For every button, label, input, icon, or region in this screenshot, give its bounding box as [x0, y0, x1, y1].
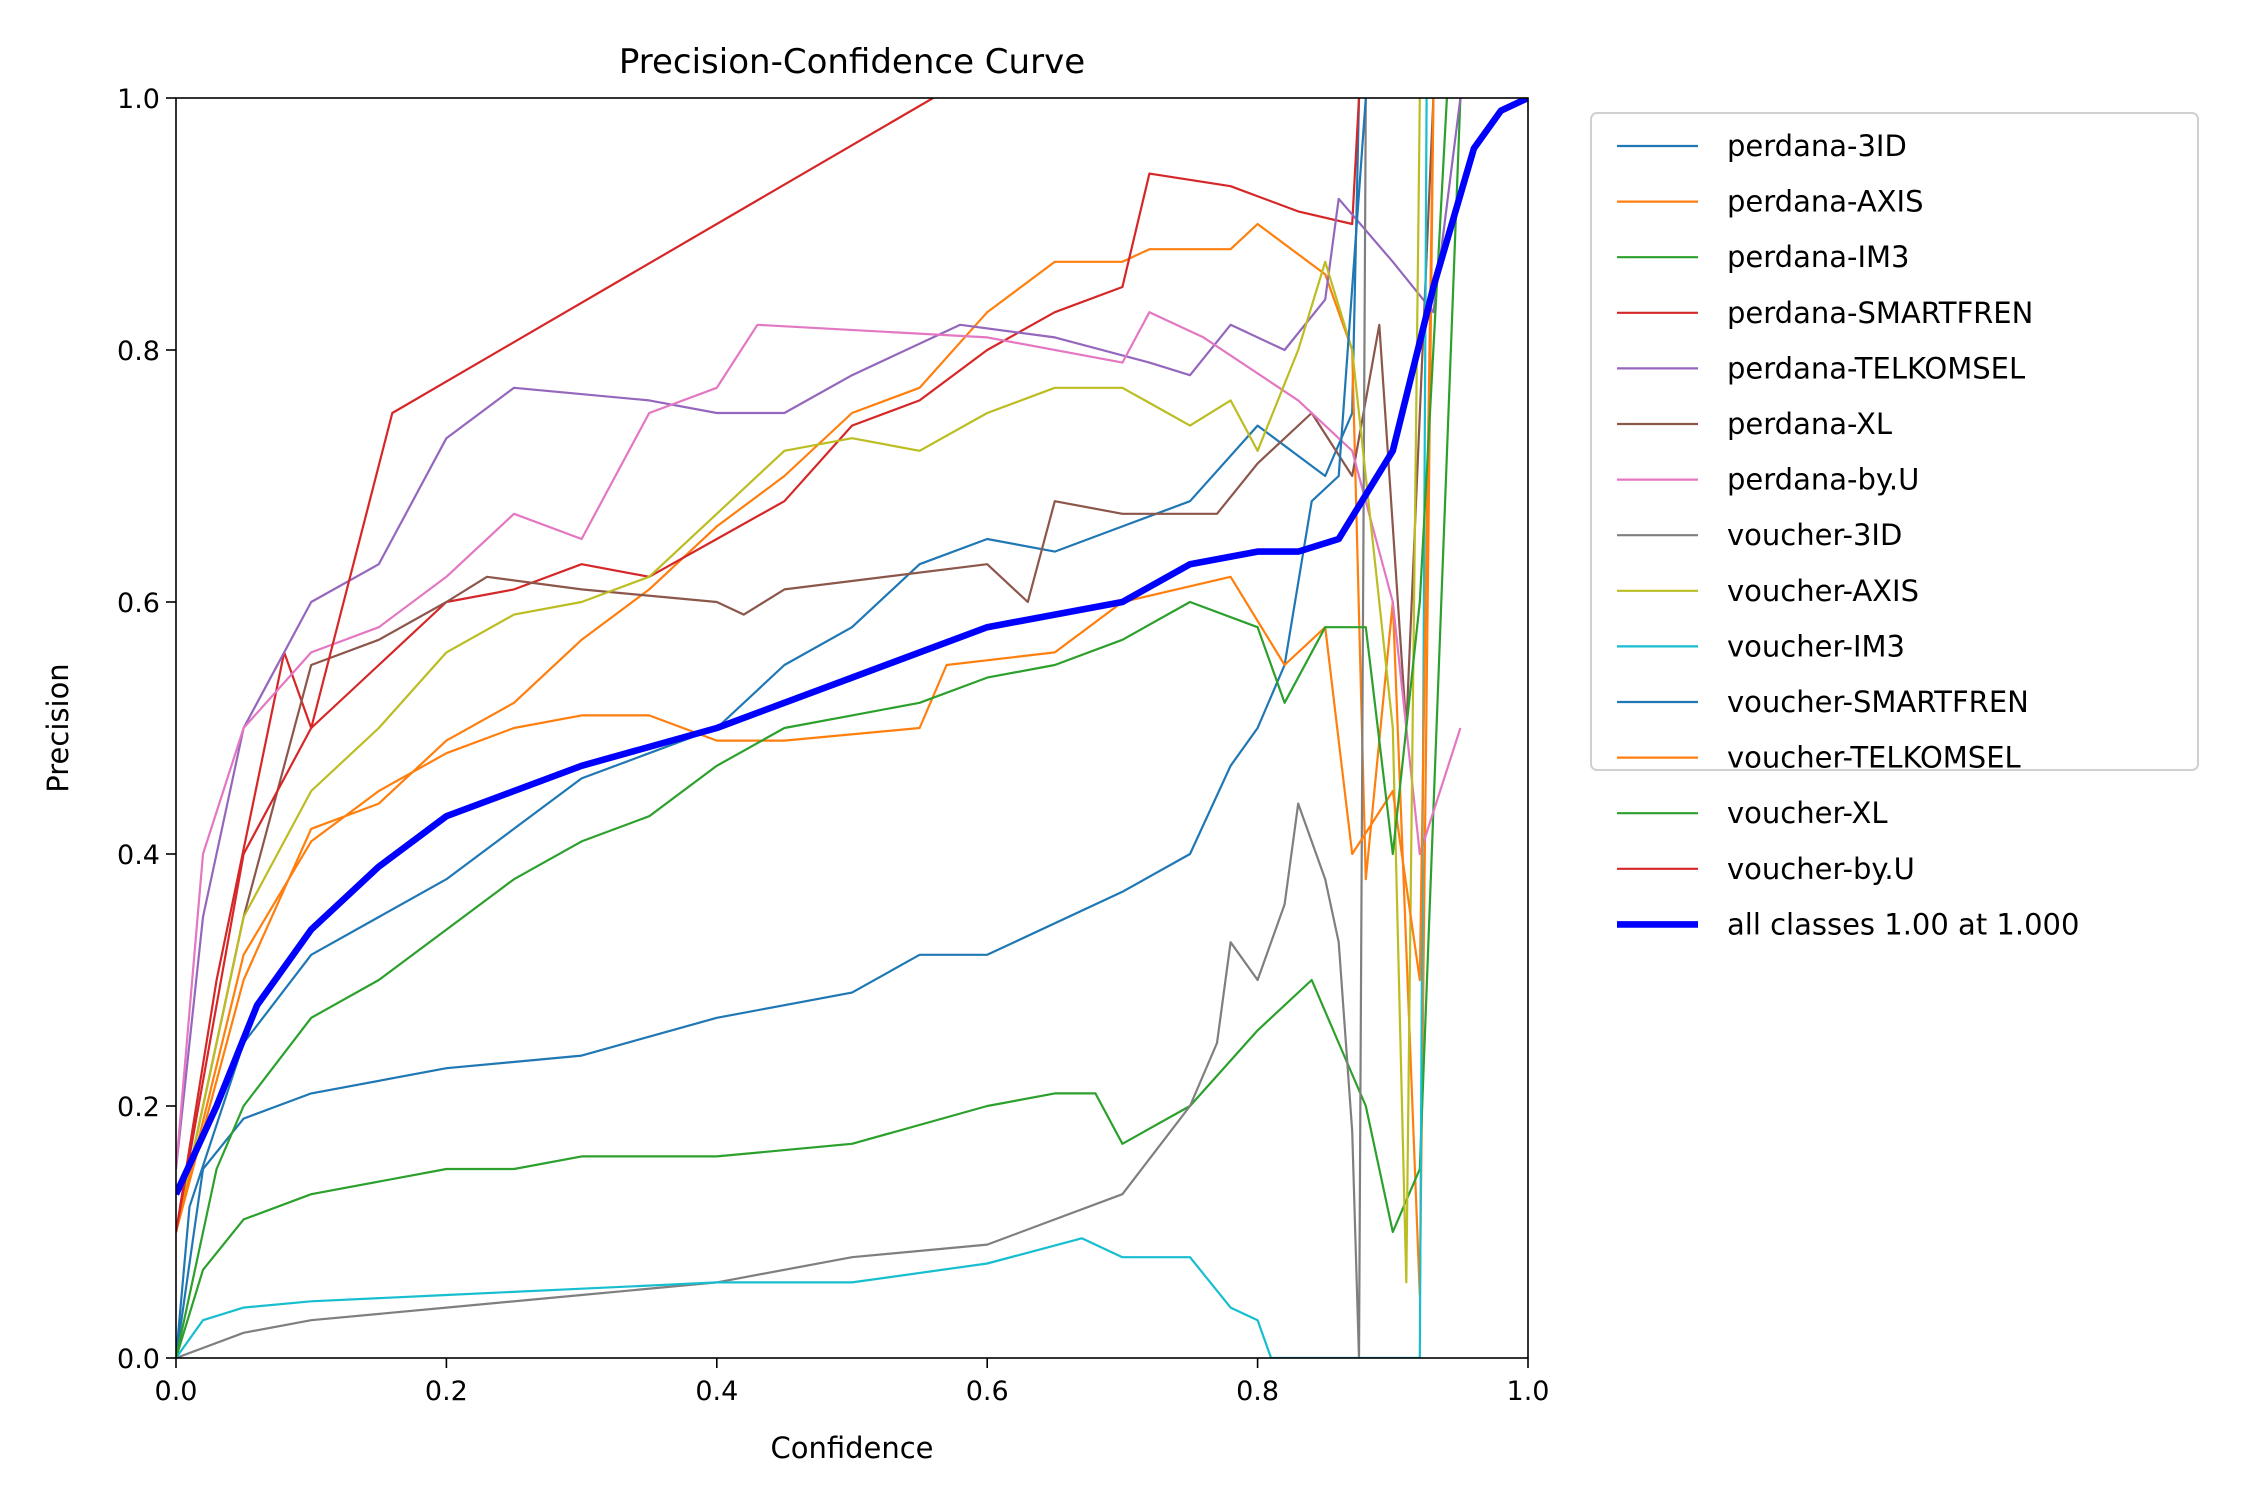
legend-label: voucher-TELKOMSEL — [1727, 741, 2021, 775]
y-tick-label: 0.2 — [117, 1092, 160, 1123]
legend-label: perdana-3ID — [1727, 129, 1907, 163]
series-line-perdana-3id — [176, 98, 1361, 1358]
series-lines — [176, 98, 1528, 1358]
series-line-perdana-telkomsel — [176, 98, 1462, 1170]
series-line-voucher-axis — [176, 98, 1421, 1284]
chart-title: Precision-Confidence Curve — [619, 42, 1085, 82]
legend-label: perdana-TELKOMSEL — [1727, 351, 2025, 385]
y-tick-label: 1.0 — [117, 84, 160, 115]
series-line-voucher-by-u — [176, 98, 934, 1233]
y-axis-label: Precision — [41, 663, 75, 792]
legend-label: all classes 1.00 at 1.000 — [1727, 907, 2079, 941]
legend-label: perdana-by.U — [1727, 463, 1919, 497]
series-line-perdana-smartfren — [176, 98, 1361, 1233]
legend-label: voucher-XL — [1727, 796, 1888, 830]
x-tick-label: 0.0 — [155, 1376, 198, 1407]
y-tick-label: 0.8 — [117, 336, 160, 367]
series-line-perdana-xl — [176, 98, 1435, 1233]
legend-label: perdana-SMARTFREN — [1727, 296, 2033, 330]
legend-label: voucher-3ID — [1727, 518, 1902, 552]
x-tick-label: 0.6 — [966, 1376, 1009, 1407]
legend-label: voucher-IM3 — [1727, 629, 1905, 663]
legend-label: perdana-IM3 — [1727, 240, 1909, 274]
series-line-perdana-im3 — [176, 98, 1462, 1358]
series-line-voucher-xl — [176, 98, 1448, 1358]
series-line-voucher-telkomsel — [176, 98, 1435, 1233]
x-axis-label: Confidence — [770, 1431, 933, 1465]
series-line-perdana-axis — [176, 98, 1435, 1297]
series-line-voucher-im3 — [176, 98, 1428, 1358]
plot-frame — [175, 97, 1529, 1359]
legend-label: voucher-SMARTFREN — [1727, 685, 2029, 719]
legend-label: voucher-by.U — [1727, 852, 1915, 886]
x-tick-label: 1.0 — [1507, 1376, 1550, 1407]
legend: perdana-3ID perdana-AXIS perdana-IM3 perdan… — [1590, 112, 2199, 941]
series-line-all-classes-1-00-at-1-000 — [176, 98, 1528, 1196]
y-tick-label: 0.4 — [117, 840, 160, 871]
x-tick-label: 0.2 — [425, 1376, 468, 1407]
legend-box — [1590, 112, 2199, 771]
legend-label: perdana-XL — [1727, 407, 1892, 441]
x-tick-label: 0.8 — [1236, 1376, 1279, 1407]
axis-ticks: 0.0 0.2 0.4 0.6 0.8 1.0 0.0 0.2 0.4 0.6 0.8 1.0 — [117, 84, 1549, 1407]
series-line-perdana-by-u — [176, 311, 1462, 1170]
legend-label: voucher-AXIS — [1727, 574, 1919, 608]
x-tick-label: 0.4 — [695, 1376, 738, 1407]
legend-label: perdana-AXIS — [1727, 185, 1924, 219]
series-line-voucher-3id — [176, 98, 1367, 1358]
y-tick-label: 0.6 — [117, 588, 160, 619]
series-line-voucher-smartfren — [176, 98, 1367, 1358]
y-tick-label: 0.0 — [117, 1344, 160, 1375]
